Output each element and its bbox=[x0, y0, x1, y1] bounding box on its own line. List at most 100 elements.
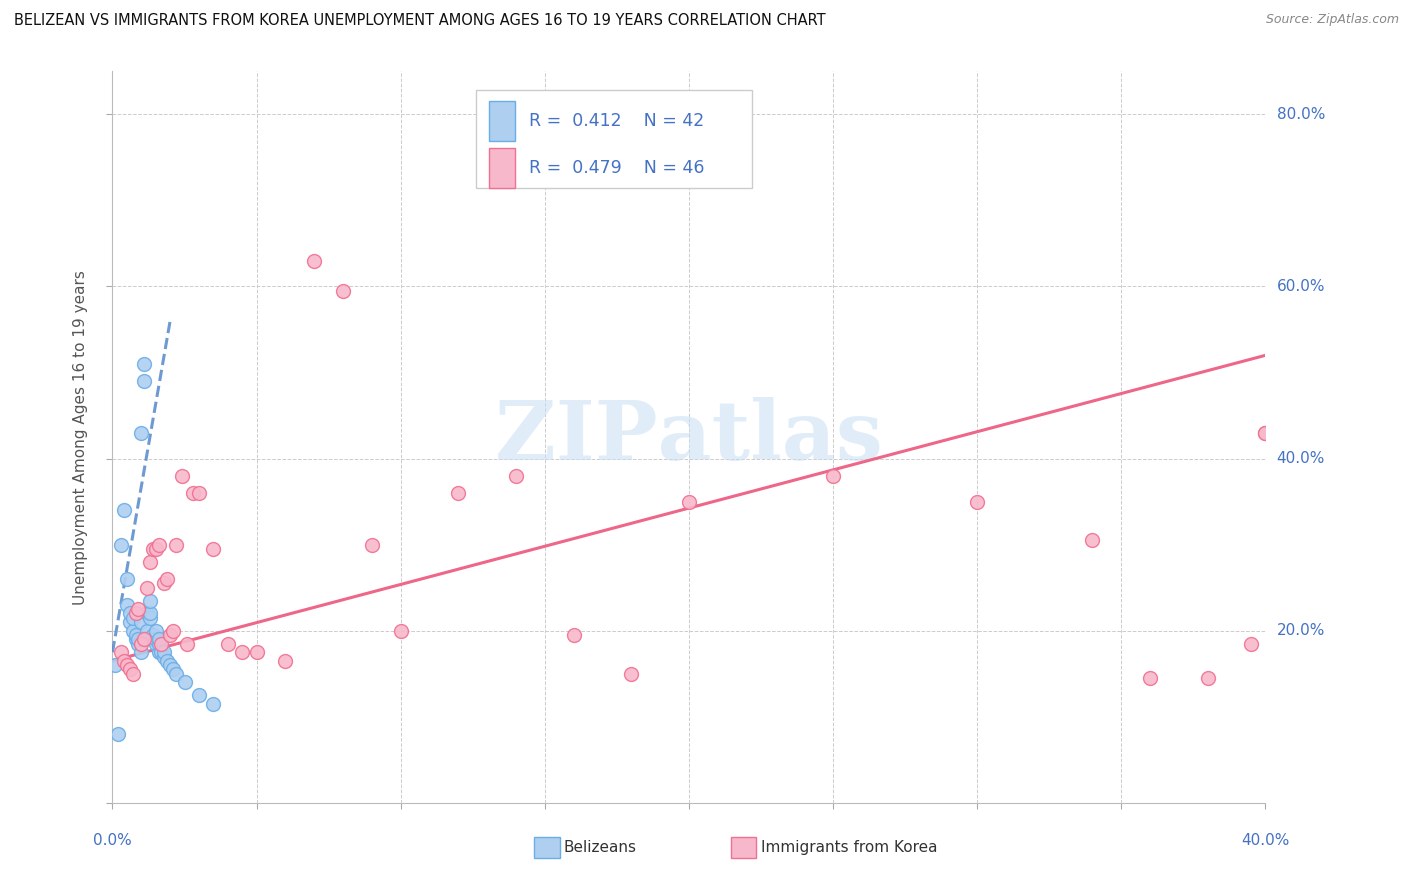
Point bbox=[134, 632, 156, 647]
Point bbox=[181, 486, 204, 500]
Text: 40.0%: 40.0% bbox=[1241, 833, 1289, 848]
Point bbox=[129, 645, 153, 659]
Bar bbox=[489, 148, 515, 188]
Point bbox=[118, 607, 141, 621]
Text: ZIP​atlas: ZIP​atlas bbox=[495, 397, 883, 477]
Point bbox=[162, 662, 184, 676]
Point bbox=[124, 628, 146, 642]
Point bbox=[127, 602, 149, 616]
Point bbox=[202, 697, 225, 711]
Point bbox=[112, 654, 135, 668]
Point bbox=[115, 598, 138, 612]
FancyBboxPatch shape bbox=[475, 90, 752, 188]
Point bbox=[332, 284, 354, 298]
Point bbox=[110, 645, 132, 659]
Point bbox=[1240, 637, 1263, 651]
Point bbox=[148, 645, 170, 659]
Point bbox=[121, 624, 143, 638]
Point bbox=[170, 468, 193, 483]
Point bbox=[148, 632, 170, 647]
Point bbox=[505, 468, 527, 483]
Text: 60.0%: 60.0% bbox=[1277, 279, 1324, 294]
Text: Source: ZipAtlas.com: Source: ZipAtlas.com bbox=[1265, 13, 1399, 27]
Text: 80.0%: 80.0% bbox=[1277, 107, 1324, 122]
Point bbox=[115, 572, 138, 586]
Point bbox=[246, 645, 269, 659]
Point bbox=[202, 541, 225, 556]
Point bbox=[966, 494, 988, 508]
Point bbox=[127, 632, 149, 647]
Point bbox=[142, 541, 165, 556]
Point bbox=[1254, 425, 1277, 440]
Point bbox=[156, 654, 179, 668]
Point bbox=[274, 654, 297, 668]
Point bbox=[1254, 425, 1277, 440]
Point bbox=[165, 538, 187, 552]
Point bbox=[678, 494, 700, 508]
Point bbox=[129, 637, 153, 651]
Point bbox=[110, 538, 132, 552]
Point bbox=[139, 607, 162, 621]
Point bbox=[129, 615, 153, 629]
Point bbox=[821, 468, 844, 483]
Point bbox=[127, 637, 149, 651]
Text: 20.0%: 20.0% bbox=[1277, 624, 1324, 638]
Point bbox=[142, 628, 165, 642]
Text: Immigrants from Korea: Immigrants from Korea bbox=[761, 840, 938, 855]
Point bbox=[145, 541, 167, 556]
Point bbox=[188, 688, 211, 702]
Point bbox=[148, 637, 170, 651]
Point bbox=[121, 611, 143, 625]
Point bbox=[145, 637, 167, 651]
Point bbox=[173, 675, 195, 690]
Point bbox=[159, 658, 181, 673]
Text: 40.0%: 40.0% bbox=[1277, 451, 1324, 467]
Point bbox=[129, 425, 153, 440]
Point bbox=[159, 628, 181, 642]
Point bbox=[562, 628, 585, 642]
Text: BELIZEAN VS IMMIGRANTS FROM KOREA UNEMPLOYMENT AMONG AGES 16 TO 19 YEARS CORRELA: BELIZEAN VS IMMIGRANTS FROM KOREA UNEMPL… bbox=[14, 13, 825, 29]
Point bbox=[389, 624, 412, 638]
Point bbox=[150, 645, 173, 659]
Text: R =  0.412    N = 42: R = 0.412 N = 42 bbox=[529, 112, 704, 129]
Point bbox=[112, 503, 135, 517]
Point bbox=[145, 632, 167, 647]
Bar bbox=[489, 101, 515, 141]
Point bbox=[104, 658, 127, 673]
Point bbox=[304, 253, 326, 268]
Point bbox=[153, 649, 176, 664]
Point bbox=[150, 637, 173, 651]
Point bbox=[153, 645, 176, 659]
Text: Belizeans: Belizeans bbox=[564, 840, 637, 855]
Point bbox=[118, 662, 141, 676]
Point bbox=[1197, 671, 1219, 685]
Point bbox=[136, 607, 159, 621]
Point bbox=[142, 632, 165, 647]
Point bbox=[145, 624, 167, 638]
Text: 0.0%: 0.0% bbox=[93, 833, 132, 848]
Point bbox=[121, 666, 143, 681]
Point bbox=[165, 666, 187, 681]
Point bbox=[124, 632, 146, 647]
Point bbox=[139, 593, 162, 607]
Point bbox=[134, 357, 156, 371]
Point bbox=[148, 538, 170, 552]
Point bbox=[176, 637, 198, 651]
Point bbox=[1081, 533, 1104, 548]
Y-axis label: Unemployment Among Ages 16 to 19 years: Unemployment Among Ages 16 to 19 years bbox=[73, 269, 89, 605]
Point bbox=[136, 624, 159, 638]
Point bbox=[134, 374, 156, 388]
Point bbox=[162, 624, 184, 638]
Point bbox=[115, 658, 138, 673]
Point bbox=[139, 611, 162, 625]
Text: R =  0.479    N = 46: R = 0.479 N = 46 bbox=[529, 160, 704, 178]
Point bbox=[231, 645, 253, 659]
Point bbox=[107, 727, 129, 741]
Point bbox=[153, 576, 176, 591]
Point bbox=[360, 538, 382, 552]
Point bbox=[156, 572, 179, 586]
Point bbox=[620, 666, 643, 681]
Point bbox=[1139, 671, 1161, 685]
Point bbox=[447, 486, 470, 500]
Point bbox=[124, 607, 146, 621]
